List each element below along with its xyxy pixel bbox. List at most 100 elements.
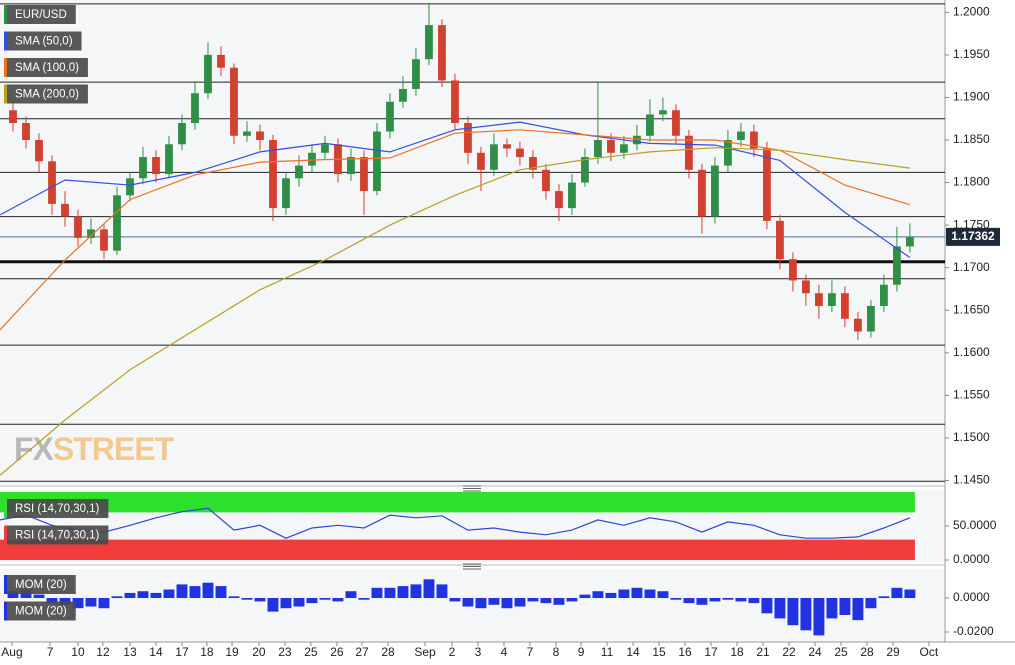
mom-bar (709, 598, 721, 602)
legend-label: RSI (14,70,30,1) (15, 530, 100, 542)
candle-body (61, 203, 69, 217)
x-tick-label: 14 (626, 645, 640, 659)
pane-handle[interactable] (463, 485, 481, 492)
mom-bar (553, 598, 565, 605)
legend-box (4, 499, 109, 518)
x-tick-label: 20 (252, 645, 266, 659)
candle-body (815, 293, 823, 306)
mom-bar (774, 598, 786, 619)
legend-item: MOM (20) (4, 601, 76, 621)
mom-bar (332, 598, 344, 602)
mom-bar (345, 591, 357, 599)
candle-body (87, 229, 95, 238)
mom-bar (163, 589, 175, 599)
y-tick-label: -0.0200 (953, 624, 994, 638)
candle-body (113, 195, 121, 251)
x-tick-label: 21 (756, 645, 770, 659)
mom-bar (566, 598, 578, 602)
candle-body (282, 178, 290, 209)
mom-bar (215, 586, 227, 599)
candle-body (464, 123, 472, 153)
candle-body (737, 131, 745, 141)
mom-bar (501, 598, 513, 609)
mom-bar (7, 591, 19, 599)
candle-body (295, 165, 303, 179)
candle-body (581, 157, 589, 183)
x-tick-label: 28 (860, 645, 874, 659)
legend-box (4, 601, 76, 621)
y-tick-label: 1.1850 (953, 132, 990, 146)
legend-box (4, 84, 88, 104)
legend-box (4, 575, 76, 594)
candle-body (672, 110, 680, 136)
candle-body (516, 148, 524, 158)
pane-handle[interactable] (463, 563, 481, 570)
rsi-line (0, 507, 911, 539)
watermark-left: FX (14, 431, 55, 467)
legend-swatch (4, 84, 7, 104)
mom-bar (306, 598, 318, 604)
candle-body (399, 88, 407, 102)
x-tick-label: 2 (449, 645, 456, 659)
mom-bar (800, 598, 812, 631)
mom-bar (592, 591, 604, 599)
candle-body (48, 161, 56, 204)
candle-body (594, 140, 602, 158)
candle-body (451, 80, 459, 123)
legend-label: RSI (14,70,30,1) (15, 503, 100, 515)
legend-label: MOM (20) (15, 579, 67, 591)
legend-label: EUR/USD (15, 9, 67, 21)
candle-body (22, 123, 30, 141)
x-tick-label: 23 (278, 645, 292, 659)
legend-item: SMA (100,0) (4, 58, 88, 77)
y-tick-label: 1.1500 (953, 430, 990, 444)
mom-bar (436, 584, 448, 599)
candle-body (763, 148, 771, 221)
y-tick-label: 1.1700 (953, 260, 990, 274)
candle-body (386, 101, 394, 132)
candle-body (74, 216, 82, 238)
mom-bar (176, 584, 188, 599)
mom-bar (865, 598, 877, 609)
y-tick-label: 0.0000 (953, 552, 990, 566)
candle-body (321, 144, 329, 153)
mom-bar (618, 589, 630, 599)
x-tick-label: 4 (501, 645, 508, 659)
y-tick-label: 1.1800 (953, 175, 990, 189)
x-tick-label: 18 (200, 645, 214, 659)
rsi-band (0, 539, 915, 560)
mom-bar (904, 589, 916, 599)
x-tick-label: 13 (123, 645, 137, 659)
candle-body (191, 93, 199, 123)
price-pane (0, 0, 945, 484)
mom-bar (683, 598, 695, 604)
candle-body (360, 157, 368, 192)
candle-body (620, 144, 628, 153)
mom-bar (59, 598, 71, 605)
mom-bar (839, 598, 851, 616)
legend-label: SMA (50,0) (15, 36, 73, 48)
candle-body (568, 182, 576, 209)
candle-body (230, 67, 238, 136)
x-tick-label: 9 (578, 645, 585, 659)
x-tick-label: 22 (782, 645, 796, 659)
legend-label: SMA (200,0) (15, 89, 79, 101)
y-tick-label: 1.1600 (953, 345, 990, 359)
legend-swatch (4, 575, 7, 594)
mom-bar (631, 587, 643, 599)
legend-box (4, 5, 76, 24)
candle-body (165, 144, 173, 175)
mom-bar (280, 598, 292, 609)
candle-body (685, 135, 693, 170)
candle-body (750, 131, 758, 149)
mom-bar (371, 587, 383, 599)
candle-body (269, 140, 277, 209)
candle-body (477, 152, 485, 170)
x-tick-label: 16 (678, 645, 692, 659)
mom-bar (826, 598, 838, 619)
legend-box (4, 31, 82, 51)
x-tick-label: 19 (225, 645, 239, 659)
x-tick-label: 10 (71, 645, 85, 659)
candle-body (724, 140, 732, 166)
candle-body (698, 169, 706, 217)
